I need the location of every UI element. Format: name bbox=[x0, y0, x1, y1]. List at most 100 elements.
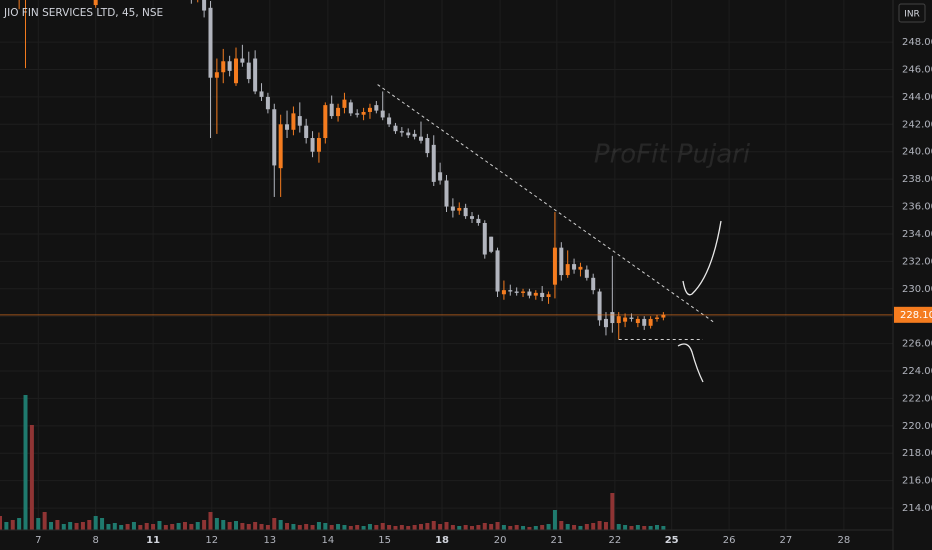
x-tick-label: 8 bbox=[92, 535, 98, 546]
candle-body bbox=[533, 292, 538, 296]
candle-body bbox=[380, 110, 385, 118]
volume-bar bbox=[265, 525, 270, 530]
y-tick-label: 246.00 bbox=[902, 64, 932, 75]
x-tick-label: 28 bbox=[838, 535, 851, 546]
candle-body bbox=[240, 58, 245, 63]
volume-bar bbox=[610, 493, 615, 530]
volume-bar bbox=[578, 526, 583, 530]
candle-body bbox=[642, 318, 647, 326]
candle-body bbox=[546, 294, 551, 298]
volume-bar bbox=[559, 521, 564, 530]
volume-bar bbox=[393, 526, 398, 530]
y-tick-label: 248.00 bbox=[902, 37, 932, 48]
volume-bar bbox=[355, 525, 360, 530]
candle-body bbox=[406, 132, 411, 136]
volume-bar bbox=[234, 521, 239, 530]
y-tick-label: 222.00 bbox=[902, 393, 932, 404]
volume-bar bbox=[278, 520, 283, 530]
candle-body bbox=[291, 113, 296, 130]
candle-body bbox=[253, 58, 258, 92]
volume-bar bbox=[0, 516, 2, 530]
volume-bar bbox=[348, 526, 353, 530]
candle-body bbox=[559, 247, 564, 276]
candle-body bbox=[565, 264, 570, 276]
candle-body bbox=[310, 138, 315, 152]
candle-body bbox=[521, 291, 526, 293]
candle-body bbox=[297, 116, 302, 126]
candle-body bbox=[597, 291, 602, 321]
volume-bar bbox=[514, 525, 519, 530]
volume-bar bbox=[648, 526, 653, 530]
candle-body bbox=[489, 236, 494, 252]
candle-body bbox=[591, 277, 596, 291]
volume-bar bbox=[635, 525, 640, 530]
volume-bar bbox=[527, 527, 532, 530]
volume-bar bbox=[412, 525, 417, 530]
candle-body bbox=[584, 269, 589, 278]
currency-box[interactable] bbox=[898, 3, 926, 23]
volume-bar bbox=[246, 524, 251, 530]
y-tick-label: 216.00 bbox=[902, 476, 932, 487]
volume-bar bbox=[406, 526, 411, 530]
y-tick-label: 230.00 bbox=[902, 284, 932, 295]
candle-body bbox=[412, 133, 417, 137]
volume-bar bbox=[540, 525, 545, 530]
candle-body bbox=[463, 207, 468, 217]
candle-body bbox=[265, 96, 270, 110]
currency-label[interactable]: INR bbox=[904, 10, 920, 20]
volume-bar bbox=[157, 521, 162, 530]
volume-bar bbox=[450, 525, 455, 530]
y-tick-label: 236.00 bbox=[902, 202, 932, 213]
volume-bar bbox=[17, 518, 22, 530]
x-tick-label: 7 bbox=[35, 535, 41, 546]
volume-bar bbox=[591, 523, 596, 530]
candle-body bbox=[387, 117, 392, 125]
candle-body bbox=[246, 62, 251, 80]
volume-bar bbox=[463, 525, 468, 530]
volume-bar bbox=[112, 523, 117, 530]
volume-bar bbox=[616, 524, 621, 530]
volume-bar bbox=[221, 520, 226, 530]
candle-body bbox=[374, 105, 379, 111]
volume-bar bbox=[125, 524, 130, 530]
candle-body bbox=[450, 206, 455, 211]
volume-bar bbox=[572, 525, 577, 530]
volume-bar bbox=[367, 524, 372, 530]
x-tick-label: 11 bbox=[146, 535, 160, 546]
candle-body bbox=[259, 91, 264, 97]
candle-body bbox=[93, 0, 98, 6]
volume-bar bbox=[163, 525, 168, 530]
candle-body bbox=[399, 131, 404, 133]
volume-bar bbox=[629, 526, 634, 530]
volume-bar bbox=[642, 526, 647, 530]
volume-bar bbox=[87, 520, 92, 530]
volume-bar bbox=[285, 523, 290, 530]
volume-bar bbox=[297, 525, 302, 530]
y-tick-label: 240.00 bbox=[902, 147, 932, 158]
volume-bar bbox=[476, 525, 481, 530]
volume-bar bbox=[342, 525, 347, 530]
candle-body bbox=[616, 316, 621, 324]
volume-layer bbox=[0, 395, 666, 530]
volume-bar bbox=[310, 525, 315, 530]
volume-bar bbox=[93, 516, 98, 530]
candle-layer bbox=[18, 0, 666, 340]
volume-bar bbox=[42, 512, 47, 530]
x-tick-label: 27 bbox=[779, 535, 792, 546]
volume-bar bbox=[259, 524, 264, 530]
up-arrow-sketch bbox=[682, 220, 722, 296]
candle-body bbox=[348, 102, 353, 114]
x-tick-label: 15 bbox=[378, 535, 391, 546]
volume-bar bbox=[170, 524, 175, 530]
volume-bar bbox=[323, 523, 328, 530]
candle-body bbox=[495, 250, 500, 292]
volume-bar bbox=[418, 524, 423, 530]
candle-body bbox=[202, 0, 207, 11]
volume-bar bbox=[29, 425, 34, 530]
candle-body bbox=[438, 172, 443, 181]
candle-body bbox=[234, 58, 239, 84]
x-tick-label: 26 bbox=[723, 535, 736, 546]
volume-bar bbox=[336, 524, 341, 530]
